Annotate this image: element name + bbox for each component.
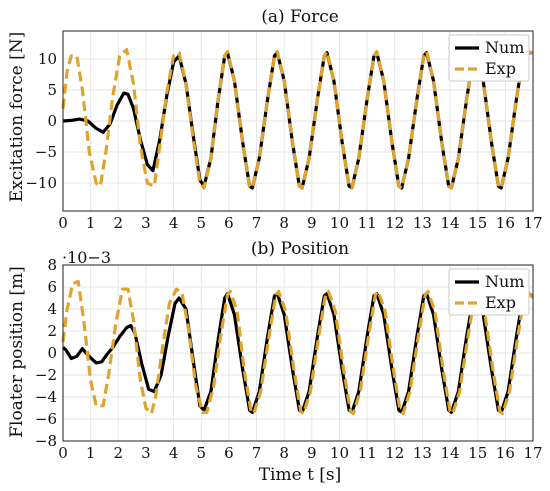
force-y-tick-label: 0: [47, 112, 57, 130]
force-x-tick-label: 11: [358, 214, 377, 232]
force-legend-label-num: Num: [485, 38, 524, 57]
force-x-tick-label: 9: [307, 214, 317, 232]
position-x-tick-label: 6: [224, 444, 234, 462]
force-x-tick-label: 14: [441, 214, 460, 232]
force-x-tick-label: 5: [196, 214, 206, 232]
force-x-tick-label: 6: [224, 214, 234, 232]
position-legend-label-exp: Exp: [485, 293, 516, 312]
force-x-tick-label: 16: [496, 214, 515, 232]
position-x-tick-label: 8: [279, 444, 289, 462]
position-x-tick-label: 15: [468, 444, 487, 462]
position-x-tick-label: 13: [413, 444, 432, 462]
position-x-tick-label: 2: [114, 444, 124, 462]
position-y-tick-label: −4: [35, 388, 57, 406]
force-panel-title: (a) Force: [261, 7, 339, 27]
position-panel-title: (b) Position: [251, 239, 349, 259]
force-x-tick-label: 7: [252, 214, 262, 232]
position-x-tick-label: 16: [496, 444, 515, 462]
position-x-tick-label: 14: [441, 444, 460, 462]
position-y-axis-label: Floater position [m]: [7, 266, 27, 438]
position-x-tick-label: 11: [358, 444, 377, 462]
position-legend: Num Exp: [449, 269, 529, 315]
position-y-tick-label: −6: [35, 410, 57, 428]
position-x-tick-label: 7: [252, 444, 262, 462]
force-y-axis-label: Excitation force [N]: [7, 32, 27, 203]
position-y-tick-label: 0: [47, 344, 57, 362]
force-x-tick-label: 3: [141, 214, 151, 232]
force-x-tick-label: 13: [413, 214, 432, 232]
position-x-tick-label: 0: [58, 444, 68, 462]
position-y-tick-label: 6: [47, 278, 57, 296]
position-x-tick-label: 5: [196, 444, 206, 462]
position-y-tick-label: 2: [47, 322, 57, 340]
force-legend: Num Exp: [449, 35, 529, 81]
force-x-tick-label: 1: [86, 214, 96, 232]
position-x-axis-label: Time t [s]: [259, 465, 342, 485]
force-x-tick-label: 17: [523, 214, 542, 232]
position-y-exponent-label: ·10−3: [62, 248, 111, 267]
force-y-tick-label: −10: [25, 174, 57, 192]
position-y-tick-label: 4: [47, 300, 57, 318]
position-x-tick-label: 17: [523, 444, 542, 462]
position-x-tick-label: 9: [307, 444, 317, 462]
position-x-tick-label: 12: [385, 444, 404, 462]
force-legend-label-exp: Exp: [485, 59, 516, 78]
position-x-tick-label: 3: [141, 444, 151, 462]
force-x-tick-label: 4: [169, 214, 179, 232]
force-y-tick-label: 10: [38, 50, 57, 68]
force-x-tick-label: 15: [468, 214, 487, 232]
position-x-tick-label: 10: [330, 444, 349, 462]
force-x-tick-label: 12: [385, 214, 404, 232]
position-x-tick-label: 4: [169, 444, 179, 462]
force-x-tick-label: 0: [58, 214, 68, 232]
force-y-tick-label: −5: [35, 143, 57, 161]
position-panel: (b) Position Floater position [m] ·10−3 …: [7, 239, 543, 485]
position-y-tick-label: −2: [35, 366, 57, 384]
position-legend-label-num: Num: [485, 272, 524, 291]
force-y-tick-label: 5: [47, 81, 57, 99]
force-x-tick-label: 10: [330, 214, 349, 232]
force-x-tick-label: 8: [279, 214, 289, 232]
position-y-tick-label: 8: [47, 256, 57, 274]
position-x-tick-label: 1: [86, 444, 96, 462]
force-x-tick-label: 2: [114, 214, 124, 232]
position-y-tick-label: −8: [35, 432, 57, 450]
